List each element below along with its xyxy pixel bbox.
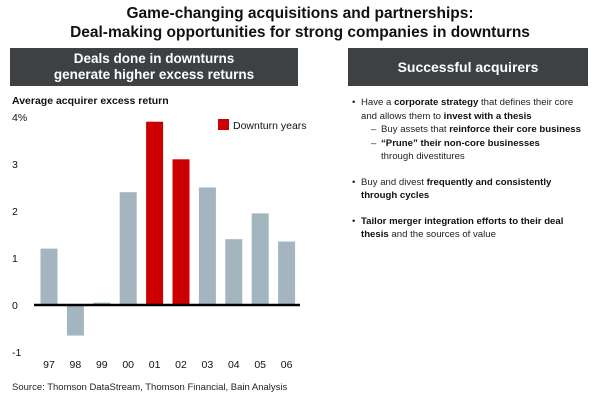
bar: [66, 305, 84, 336]
x-tick-label: 05: [254, 359, 266, 371]
x-tick-label: 06: [281, 359, 293, 371]
y-tick-label: 1: [12, 253, 18, 265]
bar: [172, 159, 190, 305]
bar: [40, 248, 58, 305]
sub-bullet-item: – “Prune” their non-core businesses: [361, 137, 588, 151]
y-tick-label: 4%: [12, 112, 27, 124]
bullet-item: • Have a corporate strategy that defines …: [352, 96, 588, 164]
bar: [119, 192, 137, 305]
acquirer-bullet-list: • Have a corporate strategy that defines …: [352, 96, 588, 254]
y-tick-label: 2: [12, 206, 18, 218]
page-title-line-1: Game-changing acquisitions and partnersh…: [126, 5, 474, 22]
legend-swatch: [218, 119, 229, 130]
bullet-emphasis: invest with a thesis: [443, 110, 532, 122]
bar: [251, 213, 269, 305]
bullet-text: Buy and divest: [361, 176, 427, 188]
page-title: Game-changing acquisitions and partnersh…: [0, 4, 600, 42]
y-tick-label: -1: [12, 347, 21, 359]
chart-panel-header: Deals done in downturns generate higher …: [10, 48, 298, 86]
x-tick-label: 00: [122, 359, 134, 371]
bullet-dot-icon: •: [352, 97, 356, 108]
y-tick-label: 3: [12, 159, 18, 171]
dash-icon: –: [371, 124, 377, 135]
bar: [198, 187, 216, 305]
bullet-emphasis: reinforce their core business: [449, 124, 581, 135]
page-title-line-2: Deal-making opportunities for strong com…: [70, 24, 530, 41]
x-tick-label: 04: [228, 359, 240, 371]
x-tick-label: 02: [175, 359, 187, 371]
bullet-dot-icon: •: [352, 215, 356, 227]
x-tick-label: 97: [43, 359, 55, 371]
chart-y-axis-title: Average acquirer excess return: [12, 95, 169, 107]
bar: [146, 121, 164, 305]
bullet-emphasis: Tailor merger integration efforts to the…: [361, 215, 564, 241]
source-note: Source: Thomson DataStream, Thomson Fina…: [12, 382, 288, 393]
sub-bullet-item: – Buy assets that reinforce their core bu…: [361, 123, 588, 137]
acquirers-panel-header: Successful acquirers: [348, 48, 588, 86]
sub-bullet-continuation: through divestitures: [381, 151, 465, 162]
legend-label: Downturn years: [233, 120, 307, 132]
bullet-text: that defines their core and allows them …: [361, 97, 574, 122]
bullet-text: Buy assets that: [381, 124, 450, 135]
x-tick-label: 99: [96, 359, 108, 371]
bullet-text: and the sources of value: [388, 229, 496, 240]
dash-icon: –: [371, 137, 377, 149]
bar: [278, 241, 296, 305]
chart-panel-header-line-2: generate higher excess returns: [53, 67, 255, 82]
x-tick-label: 03: [202, 359, 214, 371]
y-tick-label: 0: [12, 300, 18, 312]
bullet-item: • Buy and divest frequently and consisten…: [352, 176, 588, 203]
chart-panel-header-line-1: Deals done in downturns: [73, 51, 235, 66]
bar: [225, 239, 243, 305]
bullet-emphasis: frequently and consistently through cycl…: [361, 176, 552, 202]
bullet-text: Have a: [361, 97, 395, 108]
bullet-dot-icon: •: [352, 176, 356, 188]
bar-chart: 4% 3 2 1 0 -1 97 98 99 00 01 02 03 04 05 06 Downturn yea…: [12, 112, 307, 371]
bullet-item: • Tailor merger integration efforts to th…: [352, 215, 588, 242]
bullet-emphasis: “Prune” their non-core businesses: [381, 137, 540, 149]
x-tick-label: 01: [149, 359, 161, 371]
bullet-emphasis: corporate strategy: [394, 97, 479, 108]
x-tick-label: 98: [70, 359, 82, 371]
